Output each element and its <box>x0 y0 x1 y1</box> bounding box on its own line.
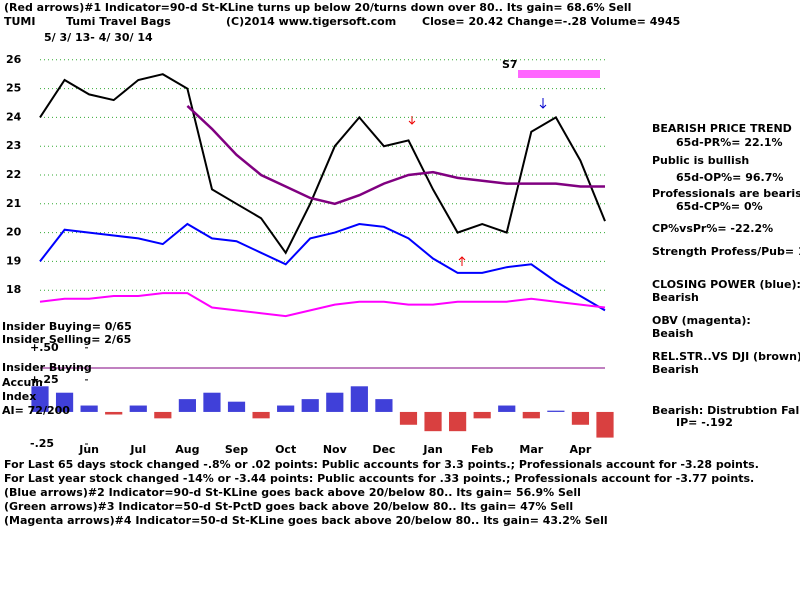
y-tick-label: -.25 <box>30 437 54 450</box>
x-tick-label: Apr <box>570 443 592 456</box>
panel-text: OBV (magenta): <box>652 314 751 327</box>
accum-bar <box>547 410 565 412</box>
note-line: (Magenta arrows)#4 Indicator=50-d St-KLi… <box>4 514 608 527</box>
insider-selling: Insider Selling= 2/65 <box>2 333 132 346</box>
ticker: TUMI <box>4 15 36 28</box>
series-line <box>39 222 606 312</box>
accum-bar <box>31 386 49 412</box>
x-tick-label: Jul <box>129 443 146 456</box>
y-tick-label: 21 <box>6 197 21 210</box>
dates: 5/ 3/ 13- 4/ 30/ 14 <box>44 31 153 44</box>
accum-bar <box>203 392 221 412</box>
panel-text: Bearish <box>652 291 699 304</box>
x-tick-label: Nov <box>323 443 348 456</box>
y-tick-label: 18 <box>6 283 21 296</box>
copyright: (C)2014 www.tigersoft.com <box>226 15 397 28</box>
ai-label: AI= 72/200 <box>2 404 70 417</box>
panel-text: Public is bullish <box>652 154 750 167</box>
panel-text: IP= -.192 <box>676 416 733 429</box>
accum-bar <box>55 392 74 412</box>
panel-text: 65d-OP%= 96.7% <box>676 171 784 184</box>
y-tick-label: +.25 <box>30 373 59 386</box>
accum-bar <box>350 386 368 412</box>
accum-bar <box>571 411 590 425</box>
x-tick-label: Dec <box>372 443 395 456</box>
accum-bar <box>449 411 467 432</box>
panel-text: 65d-CP%= 0% <box>676 200 763 213</box>
panel-text: Bearish <box>652 363 699 376</box>
accum-bar <box>424 411 442 432</box>
panel-text: Bearish: Distrubtion Falling <box>652 404 800 417</box>
x-tick-label: Jan <box>422 443 442 456</box>
panel-text: BEARISH PRICE TREND <box>652 122 792 135</box>
note-line: For Last 65 days stock changed -.8% or .… <box>4 458 759 471</box>
y-tick-label: +.50 <box>30 341 59 354</box>
x-tick-label: Feb <box>471 443 494 456</box>
company: Tumi Travel Bags <box>66 15 171 28</box>
accum-label: Accum <box>2 376 43 389</box>
x-tick-label: Sep <box>225 443 248 456</box>
y-tick-label: 20 <box>6 226 22 239</box>
quote: Close= 20.42 Change=-.28 Volume= 4945 <box>422 15 681 28</box>
panel-text: 65d-PR%= 22.1% <box>676 136 783 149</box>
insider-buying: Insider Buying= 0/65 <box>2 320 132 333</box>
accum-bar <box>227 401 246 412</box>
accum-bar <box>105 411 123 415</box>
series-line <box>39 292 606 318</box>
y-tick-label: 22 <box>6 168 21 181</box>
panel-text: REL.STR..VS DJI (brown) <box>652 350 800 363</box>
signal: S7 <box>502 58 518 71</box>
note-line: For Last year stock changed -14% or -3.4… <box>4 472 755 485</box>
blue-arrow <box>539 98 547 109</box>
accum-bar <box>178 399 196 412</box>
index-label: Index <box>2 390 37 403</box>
series-line <box>39 73 606 255</box>
accum-bar <box>252 411 270 419</box>
y-tick-label: 23 <box>6 139 21 152</box>
y-tick-label: 19 <box>6 254 21 267</box>
accum-bar <box>326 392 344 412</box>
y-tick-label: 25 <box>6 82 21 95</box>
y-tick-label: 24 <box>6 110 22 123</box>
note-line: (Green arrows)#3 Indicator=50-d St-PctD … <box>4 500 574 513</box>
accum-bar <box>80 405 98 412</box>
panel-text: Professionals are bearish <box>652 187 800 200</box>
accum-bar <box>498 405 516 412</box>
note-line: (Blue arrows)#2 Indicator=90-d St-KLine … <box>4 486 581 499</box>
accum-bar <box>399 411 418 425</box>
accum-bar <box>154 411 172 419</box>
header-line: (Red arrows)#1 Indicator=90-d St-KLine t… <box>4 1 632 14</box>
accum-bar <box>301 399 319 412</box>
panel-text: CLOSING POWER (blue): <box>652 278 800 291</box>
red-arrow <box>458 256 466 266</box>
panel-text: CP%vsPr%= -22.2% <box>652 222 774 235</box>
accum-bar <box>596 411 614 438</box>
panel-text: Strength Profess/Pub= 1 <box>652 245 800 258</box>
x-tick-label: Mar <box>519 443 543 456</box>
y-tick-label: 26 <box>6 53 22 66</box>
accum-bar <box>129 405 147 412</box>
x-tick-label: Oct <box>275 443 296 456</box>
panel-text: Beaish <box>652 327 694 340</box>
accum-bar <box>522 411 540 419</box>
accum-bar <box>473 411 491 419</box>
accum-bar <box>277 405 295 412</box>
accum-bar <box>375 399 393 412</box>
x-tick-label: Jun <box>78 443 99 456</box>
series-line <box>186 104 605 206</box>
magenta-arrows <box>518 70 600 78</box>
x-tick-label: Aug <box>175 443 199 456</box>
insider-label: Insider Buying <box>2 361 92 374</box>
